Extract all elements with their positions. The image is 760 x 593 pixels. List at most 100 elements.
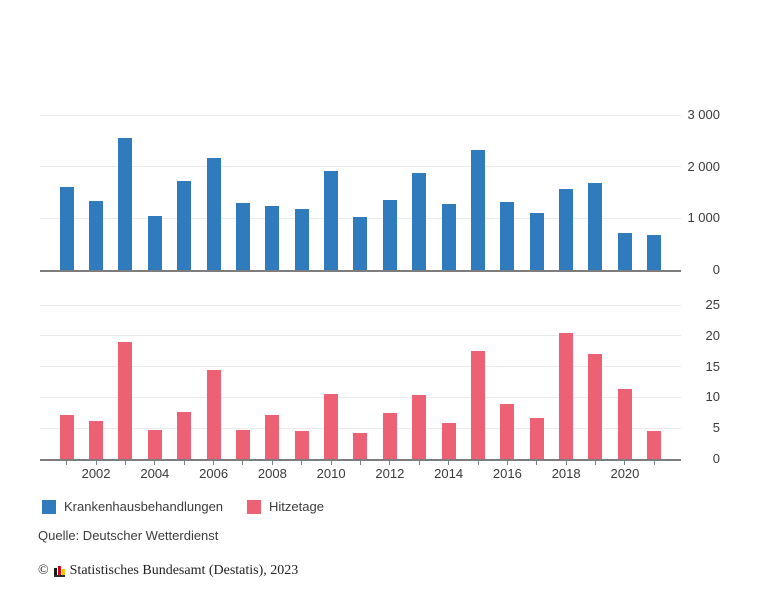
gridline (40, 427, 681, 429)
y-axis-tick-label: 2 000 (687, 158, 720, 174)
bar-band (170, 305, 199, 459)
x-axis-tick-label: 2012 (375, 466, 405, 481)
x-axis-tick (330, 461, 332, 465)
bar-band (434, 115, 463, 270)
krankenhausbehandlungen-bar-2016[interactable] (500, 201, 515, 270)
bar-band (405, 305, 434, 459)
legend-swatch-blue-icon (42, 499, 56, 514)
x-axis-tick-label: 2014 (434, 466, 464, 481)
legend-label: Hitzetage (269, 499, 324, 514)
hitzetage-bar-2014[interactable] (441, 422, 456, 459)
legend-item-hitzetage[interactable]: Hitzetage (247, 499, 324, 514)
bar-band (581, 115, 610, 270)
krankenhausbehandlungen-bar-2008[interactable] (265, 205, 280, 270)
hitzetage-bar-2021[interactable] (647, 431, 662, 459)
hitzetage-bar-2002[interactable] (89, 420, 104, 459)
y-axis-tick-label: 3 000 (687, 107, 720, 122)
krankenhausbehandlungen-bar-2013[interactable] (412, 172, 427, 270)
bar-band (287, 115, 316, 270)
gridline (40, 396, 681, 398)
x-axis-tick (213, 461, 215, 465)
bar-band (405, 115, 434, 270)
x-axis-line (40, 270, 681, 272)
bar-band (316, 305, 345, 459)
hitzetage-y-axis: 0 5 10 15 20 25 (684, 297, 720, 466)
krankenhausbehandlungen-bar-2005[interactable] (177, 180, 192, 270)
hitzetage-bar-2013[interactable] (412, 394, 427, 459)
bar-band (111, 305, 140, 459)
krankenhausbehandlungen-bar-2004[interactable] (147, 215, 162, 270)
bar-band (140, 115, 169, 270)
hitzetage-bar-2012[interactable] (382, 412, 397, 459)
x-axis-tick (653, 461, 655, 465)
hitzetage-bar-2003[interactable] (118, 341, 133, 459)
y-axis-tick-label: 10 (705, 389, 720, 405)
copyright-text: Statistisches Bundesamt (Destatis), 2023 (69, 563, 299, 578)
hitzetage-bar-2004[interactable] (147, 430, 162, 459)
bar-band (287, 305, 316, 459)
x-axis-tick-label: 2018 (551, 466, 581, 481)
krankenhausbehandlungen-bar-2011[interactable] (353, 216, 368, 270)
hitzetage-bar-2016[interactable] (500, 403, 515, 459)
x-axis-tick (360, 461, 361, 465)
bar-band (463, 305, 492, 459)
krankenhausbehandlungen-bar-2001[interactable] (59, 187, 74, 270)
krankenhausbehandlungen-bar-2002[interactable] (89, 201, 104, 270)
bar-band (52, 115, 81, 270)
legend-item-krankenhausbehandlungen[interactable]: Krankenhausbehandlungen (42, 499, 223, 514)
hitzetage-bar-2015[interactable] (470, 350, 485, 459)
krankenhausbehandlungen-bar-2007[interactable] (235, 202, 250, 270)
x-axis-tick-label: 2002 (81, 466, 111, 481)
bar-band (375, 305, 404, 459)
krankenhausbehandlungen-bar-2006[interactable] (206, 157, 221, 270)
bar-band (228, 305, 257, 459)
hitzetage-bar-2009[interactable] (294, 431, 309, 459)
hitzetage-bar-2019[interactable] (588, 354, 603, 459)
legend: Krankenhausbehandlungen Hitzetage (42, 499, 324, 514)
bar-band (81, 305, 110, 459)
bar-band (346, 305, 375, 459)
x-axis-tick-label: 2020 (610, 466, 640, 481)
bar-band (493, 305, 522, 459)
bar-band (258, 115, 287, 270)
source-note: Quelle: Deutscher Wetterdienst (38, 528, 219, 543)
bar-band (199, 115, 228, 270)
bar-band (81, 115, 110, 270)
y-axis-tick-label: 5 (712, 420, 720, 436)
hitzetage-bar-2005[interactable] (177, 412, 192, 459)
hitzetage-bar-2011[interactable] (353, 432, 368, 459)
bar-band (551, 115, 580, 270)
hitzetage-bar-2020[interactable] (617, 389, 632, 459)
bar-band (316, 115, 345, 270)
y-axis-tick-label: 0 (712, 451, 720, 466)
krankenhausbehandlungen-bar-2012[interactable] (382, 199, 397, 270)
hitzetage-bar-2007[interactable] (235, 430, 250, 459)
hitzetage-bar-2018[interactable] (559, 333, 574, 459)
bar-band (140, 305, 169, 459)
krankenhausbehandlungen-bar-2015[interactable] (470, 150, 485, 270)
krankenhausbehandlungen-bar-2010[interactable] (324, 170, 339, 270)
legend-swatch-red-icon (247, 499, 262, 514)
hitzetage-bar-2001[interactable] (59, 414, 74, 459)
x-axis-tick (66, 461, 68, 465)
krankenhausbehandlungen-bar-2018[interactable] (559, 188, 574, 270)
krankenhausbehandlungen-bar-2014[interactable] (441, 204, 456, 270)
krankenhausbehandlungen-bar-2019[interactable] (588, 182, 603, 270)
bar-band (610, 305, 639, 459)
krankenhausbehandlungen-bar-2003[interactable] (118, 137, 133, 270)
krankenhausbehandlungen-bar-2009[interactable] (294, 208, 309, 270)
bar-band (434, 305, 463, 459)
x-axis-tick-label: 2008 (257, 466, 287, 481)
y-axis-tick-label: 0 (712, 262, 720, 277)
bar-band (170, 115, 199, 270)
krankenhausbehandlungen-bar-2021[interactable] (647, 234, 662, 270)
krankenhausbehandlungen-bar-2017[interactable] (529, 212, 544, 270)
hitzetage-bar-2010[interactable] (324, 393, 339, 459)
hitzetage-bar-2017[interactable] (529, 417, 544, 459)
hitzetage-bar-2008[interactable] (265, 415, 280, 459)
bar-band (463, 115, 492, 270)
bar-band (258, 305, 287, 459)
krankenhausbehandlungen-bar-2020[interactable] (617, 233, 632, 270)
hitzetage-bar-2006[interactable] (206, 370, 221, 459)
bar-band (640, 115, 669, 270)
